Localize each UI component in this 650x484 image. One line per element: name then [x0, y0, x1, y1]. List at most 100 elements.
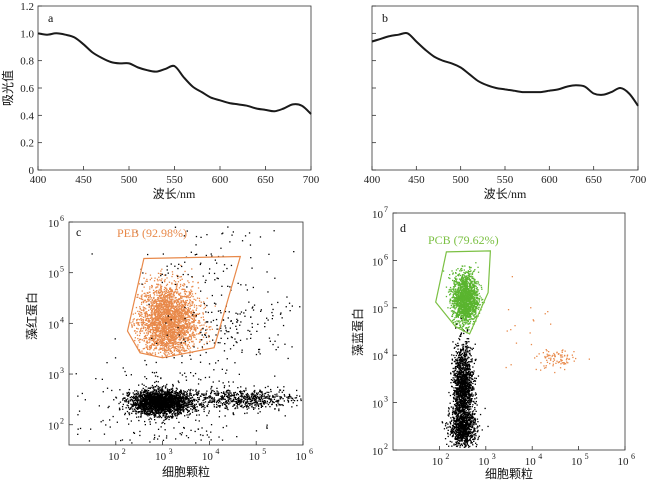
panel-c-event-dot: [158, 303, 161, 305]
panel-c-event-dot: [180, 412, 182, 415]
panel-c-event-dot: [173, 340, 175, 342]
panel-c-event-dot: [176, 334, 178, 337]
panel-c-event-dot: [154, 392, 156, 394]
panel-c-event-dot: [170, 302, 172, 305]
panel-c-event-dot: [180, 300, 182, 302]
panel-c-event-dot: [152, 339, 155, 341]
panel-c-event-dot: [139, 310, 141, 313]
panel-c-event-dot: [153, 407, 155, 409]
panel-c-event-dot: [187, 411, 189, 414]
panel-c-event-dot: [173, 317, 175, 320]
panel-c-event-dot: [147, 327, 149, 329]
panel-c-event-dot: [194, 292, 197, 295]
panel-c-event-dot: [146, 337, 148, 340]
panel-c-event-dot: [178, 320, 180, 322]
panel-c-event-dot: [143, 336, 146, 338]
panel-c-event-dot: [245, 401, 247, 403]
panel-c-event-dot: [136, 334, 139, 336]
panel-c-event-dot: [154, 342, 156, 344]
panel-c-event-dot: [161, 396, 163, 398]
panel-c-event-dot: [162, 405, 164, 407]
panel-c-event-dot: [183, 405, 185, 407]
panel-c-event-dot: [148, 327, 150, 329]
panel-c-event-dot: [144, 321, 146, 324]
panel-c-event-dot: [177, 394, 179, 397]
panel-c-event-dot: [179, 351, 181, 353]
panel-c-event-dot: [158, 307, 160, 309]
panel-c-event-dot: [178, 309, 180, 311]
panel-c-event-dot: [129, 408, 131, 410]
panel-b-frame: [371, 5, 639, 171]
panel-c-event-dot: [169, 335, 171, 337]
panel-c-event-dot: [165, 289, 167, 291]
panel-c-event-dot: [164, 319, 166, 321]
panel-c-event-dot: [188, 322, 190, 324]
panel-c-event-dot: [151, 314, 153, 316]
panel-c-event-dot: [158, 407, 160, 409]
panel-c-event-dot: [190, 312, 192, 315]
panel-c-event-dot: [184, 391, 186, 393]
panel-c-event-dot: [149, 353, 151, 355]
panel-c-event-dot: [176, 345, 178, 348]
panel-c-event-dot: [185, 317, 187, 319]
panel-c-event-dot: [176, 411, 179, 413]
panel-c-event-dot: [163, 413, 166, 415]
panel-c-event-dot: [166, 417, 168, 420]
panel-c-event-dot: [127, 391, 130, 394]
panel-c-event-dot: [187, 309, 189, 311]
panel-c-event-dot: [186, 393, 189, 395]
panel-c-event-dot: [164, 408, 166, 411]
panel-c-event-dot: [180, 409, 182, 412]
panel-c-event-dot: [141, 401, 143, 403]
panel-c-event-dot: [169, 308, 171, 310]
panel-c-event-dot: [162, 298, 164, 300]
panel-c-event-dot: [140, 296, 143, 298]
panel-c-event-dot: [166, 295, 168, 297]
panel-c-event-dot: [126, 392, 128, 395]
panel-c-event-dot: [171, 321, 174, 323]
panel-c-event-dot: [126, 394, 128, 396]
panel-c-event-dot: [184, 337, 186, 339]
panel-c-event-dot: [139, 306, 141, 308]
panel-c-event-dot: [166, 389, 169, 392]
panel-c-event-dot: [159, 388, 161, 390]
panel-c-event-dot: [153, 300, 156, 303]
panel-c-event-dot: [168, 326, 170, 328]
panel-c-event-dot: [131, 325, 133, 327]
panel-c-event-dot: [137, 412, 139, 414]
panel-c-event-dot: [131, 324, 133, 326]
panel-c-event-dot: [172, 385, 174, 387]
panel-c-event-dot: [200, 304, 202, 306]
panel-c-event-dot: [188, 315, 190, 317]
panel-c-event-dot: [169, 350, 171, 353]
panel-c-event-dot: [183, 329, 185, 331]
panel-c-event-dot: [193, 334, 196, 336]
panel-c-event-dot: [184, 292, 186, 295]
panel-c-event-dot: [168, 313, 171, 316]
panel-c-event-dot: [158, 400, 161, 403]
panel-c-event-dot: [142, 396, 145, 399]
panel-c-event-dot: [144, 299, 146, 301]
panel-c-event-dot: [185, 343, 187, 345]
panel-c-event-dot: [155, 341, 157, 343]
panel-c-event-dot: [160, 311, 162, 313]
panel-c-event-dot: [170, 417, 173, 419]
panel-c-event-dot: [158, 309, 161, 312]
panel-c-event-dot: [152, 311, 154, 313]
panel-c-event-dot: [165, 352, 167, 354]
panel-c-event-dot: [175, 396, 177, 399]
panel-c-event-dot: [158, 331, 161, 333]
panel-c-event-dot: [155, 391, 157, 393]
panel-c-event-dot: [164, 401, 166, 403]
panel-c-event-dot: [153, 299, 155, 301]
panel-c-event-dot: [176, 350, 179, 352]
panel-c-event-dot: [165, 385, 167, 387]
panel-c-event-dot: [175, 387, 178, 389]
panel-c-event-dot: [179, 318, 181, 320]
panel-c-event-dot: [179, 402, 181, 404]
panel-c-event-dot: [183, 332, 185, 334]
panel-c-event-dot: [168, 318, 170, 320]
panel-c-event-dot: [181, 400, 183, 402]
panel-c-event-dot: [162, 310, 164, 312]
panel-c-event-dot: [175, 339, 177, 341]
